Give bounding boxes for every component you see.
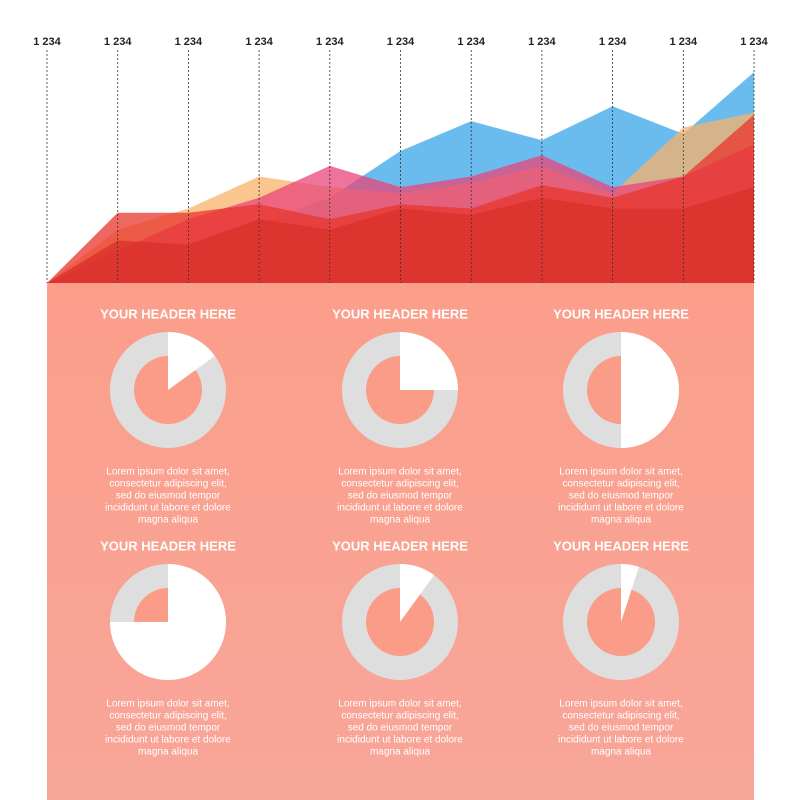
panel-text: incididunt ut labore et dolore: [337, 735, 463, 746]
panel-header: YOUR HEADER HERE: [100, 538, 236, 553]
x-tick-label: 1 234: [457, 36, 485, 48]
panel-text: magna aliqua: [591, 515, 651, 526]
x-tick-label: 1 234: [316, 36, 344, 48]
panel-text: Lorem ipsum dolor sit amet,: [338, 467, 461, 478]
x-tick-label: 1 234: [599, 36, 627, 48]
panel-header: YOUR HEADER HERE: [553, 538, 689, 553]
donut-slice: [621, 564, 639, 622]
donut-slice: [400, 564, 435, 622]
panel-text: consectetur adipiscing elit,: [562, 711, 679, 722]
x-tick-label: 1 234: [104, 36, 132, 48]
panel-text: sed do eiusmod tempor: [348, 723, 453, 734]
x-tick-label: 1 234: [387, 36, 415, 48]
panel-text: incididunt ut labore et dolore: [105, 735, 231, 746]
panel-text: magna aliqua: [138, 515, 198, 526]
panel-header: YOUR HEADER HERE: [100, 306, 236, 321]
donut-slice: [168, 332, 215, 390]
panel-text: sed do eiusmod tempor: [116, 491, 221, 502]
panel-text: sed do eiusmod tempor: [569, 723, 674, 734]
panel-text: Lorem ipsum dolor sit amet,: [106, 699, 229, 710]
panel-text: Lorem ipsum dolor sit amet,: [338, 699, 461, 710]
panel-text: consectetur adipiscing elit,: [562, 479, 679, 490]
panel-text: incididunt ut labore et dolore: [558, 735, 684, 746]
panel-header: YOUR HEADER HERE: [332, 538, 468, 553]
donut-slice: [110, 564, 226, 680]
panel-text: Lorem ipsum dolor sit amet,: [106, 467, 229, 478]
panel-text: sed do eiusmod tempor: [348, 491, 453, 502]
donut-slice: [621, 332, 679, 448]
panel-text: incididunt ut labore et dolore: [105, 503, 231, 514]
panel-header: YOUR HEADER HERE: [332, 306, 468, 321]
panel-text: magna aliqua: [370, 747, 430, 758]
panel-header: YOUR HEADER HERE: [553, 306, 689, 321]
x-tick-label: 1 234: [740, 36, 768, 48]
panel-text: consectetur adipiscing elit,: [341, 711, 458, 722]
panel-text: incididunt ut labore et dolore: [337, 503, 463, 514]
x-tick-label: 1 234: [528, 36, 556, 48]
panel-text: consectetur adipiscing elit,: [341, 479, 458, 490]
panel-text: Lorem ipsum dolor sit amet,: [559, 699, 682, 710]
x-tick-label: 1 234: [670, 36, 698, 48]
x-tick-label: 1 234: [33, 36, 61, 48]
donut-slice: [400, 332, 458, 390]
panel-text: Lorem ipsum dolor sit amet,: [559, 467, 682, 478]
panel-text: consectetur adipiscing elit,: [109, 711, 226, 722]
panel-text: magna aliqua: [591, 747, 651, 758]
panel-text: sed do eiusmod tempor: [569, 491, 674, 502]
panel-text: incididunt ut labore et dolore: [558, 503, 684, 514]
panel-text: magna aliqua: [138, 747, 198, 758]
panel-text: consectetur adipiscing elit,: [109, 479, 226, 490]
x-tick-label: 1 234: [175, 36, 203, 48]
panel-text: sed do eiusmod tempor: [116, 723, 221, 734]
panel-text: magna aliqua: [370, 515, 430, 526]
x-tick-label: 1 234: [245, 36, 273, 48]
